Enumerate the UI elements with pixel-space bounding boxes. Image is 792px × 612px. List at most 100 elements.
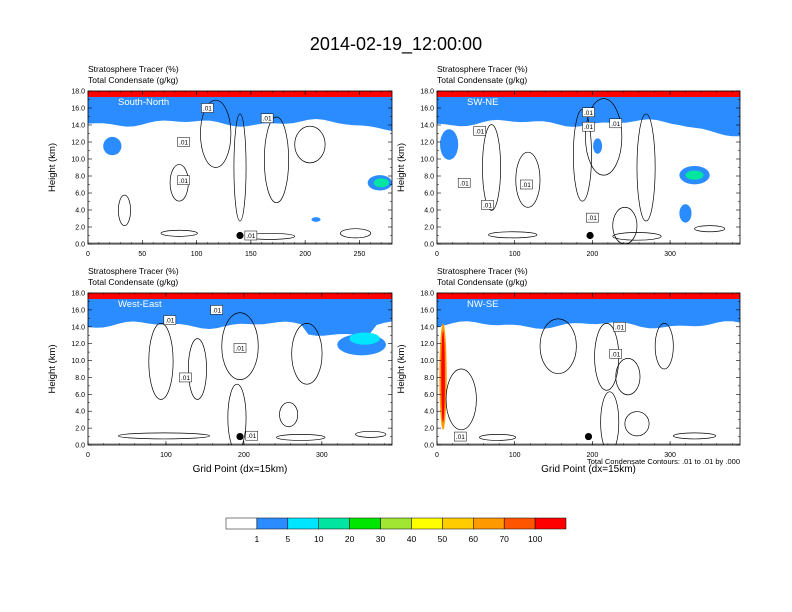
y-tick-label: 8.0 [424,375,434,382]
contour-footnote: Total Condensate Contours: .01 to .01 by… [587,457,740,466]
tracer-blob [373,178,389,188]
plot-area: .01 .01 .01 .01 .01 South-North [88,91,392,244]
x-tick-label: 200 [299,251,311,258]
y-tick-label: 16.0 [420,307,434,314]
x-tick-label: 200 [587,452,599,459]
y-axis-label: Height (km) [396,143,407,192]
x-tick-label: 300 [664,251,676,258]
colorbar-swatch [411,517,443,530]
colorbar-label: 100 [528,534,542,544]
contour-label-box [233,343,247,353]
colorbar-swatch [287,517,319,530]
x-tick-label: 250 [354,251,366,258]
y-tick-label: 10.0 [420,358,434,365]
condensate-contour [624,411,650,437]
condensate-contour [585,98,623,176]
x-tick-label: 0 [86,251,90,258]
x-tick-label: 300 [316,452,328,459]
condensate-contour [636,113,656,222]
tracer-band [88,91,392,131]
x-tick-label: 0 [86,452,90,459]
contour-label: .01 [588,215,597,222]
contour-label-box [582,121,595,132]
contour-label: .01 [212,307,221,314]
y-tick-label: 16.0 [71,106,85,113]
panel-name: South-North [118,97,169,108]
x-tick-label: 200 [238,452,250,459]
condensate-contour [445,368,477,431]
condensate-contour [479,434,517,441]
condensate-contour [672,432,717,440]
y-tick-label: 12.0 [420,341,434,348]
condensate-contour [263,116,289,204]
y-tick-label: 18.0 [71,89,85,96]
y-tick-label: 0.0 [424,443,434,450]
panel-title-tracer: Stratosphere Tracer (%) [437,64,528,74]
colorbar-label: 40 [407,534,417,544]
colorbar-swatch [473,517,505,530]
y-axis-label: Height (km) [47,143,58,192]
y-tick-label: 10.0 [71,358,85,365]
contour-label-box [454,431,467,442]
colorbar-label: 1 [255,534,260,544]
colorbar-swatch [503,517,536,530]
panel-title-condensate: Total Condensate (g/kg) [88,75,178,85]
y-tick-label: 14.0 [71,123,85,130]
y-tick-label: 2.0 [424,225,434,232]
condensate-contour [200,99,232,168]
contour-label-box [520,179,533,190]
colorbar-swatch [349,517,381,530]
y-axis-label: Height (km) [396,344,407,393]
condensate-contour [600,391,620,445]
tracer-band [437,293,740,329]
y-tick-label: 16.0 [420,106,434,113]
panel-title-condensate: Total Condensate (g/kg) [437,75,527,85]
x-tick-label: 50 [138,251,146,258]
condensate-contour [694,225,726,233]
panels: Stratosphere Tracer (%)Total Condensate … [47,64,741,475]
panel-title-tracer: Stratosphere Tracer (%) [437,266,528,276]
y-tick-label: 14.0 [420,324,434,331]
contour-label-box [201,103,214,113]
contour-label: .01 [203,106,212,113]
figure-title: 2014-02-19_12:00:00 [310,34,482,55]
colorbar-label: 20 [345,534,355,544]
colorbar-swatch [534,517,567,530]
condensate-contour [515,151,541,208]
colorbar-label: 5 [285,534,290,544]
x-tick-label: 100 [191,251,203,258]
x-tick-label: 200 [587,251,599,258]
y-tick-label: 4.0 [424,208,434,215]
y-tick-label: 4.0 [424,409,434,416]
contour-label-box [481,200,494,210]
panel-south-north: Stratosphere Tracer (%)Total Condensate … [47,64,393,258]
colorbar: 1 5 10 20 30 40 50 60 70 100 [225,517,567,544]
contour-label: .01 [246,233,255,240]
panel-name: West-East [118,299,162,310]
location-marker [584,432,593,441]
y-tick-label: 16.0 [71,307,85,314]
condensate-contour [612,232,662,241]
colorbar-label: 30 [376,534,386,544]
y-tick-label: 12.0 [71,140,85,147]
contour-label-box [473,126,486,136]
y-tick-label: 4.0 [75,409,85,416]
contour-label: .01 [460,180,469,187]
contour-label: .01 [179,178,188,185]
tracer-blob [441,331,445,423]
contour-label-box [177,137,190,147]
condensate-contour [539,318,577,374]
y-tick-label: 12.0 [71,341,85,348]
colorbar-swatch [225,517,258,530]
panel-nw-se: Stratosphere Tracer (%) Total Condensate … [396,266,741,475]
y-tick-label: 6.0 [424,191,434,198]
y-tick-label: 10.0 [420,157,434,164]
contour-label: .01 [483,202,492,209]
condensate-contour [294,125,326,164]
tracer-top [437,293,740,299]
y-axis-label: Height (km) [47,344,58,393]
condensate-contour [291,323,323,385]
colorbar-label: 50 [438,534,448,544]
contour-label: .01 [584,124,593,131]
